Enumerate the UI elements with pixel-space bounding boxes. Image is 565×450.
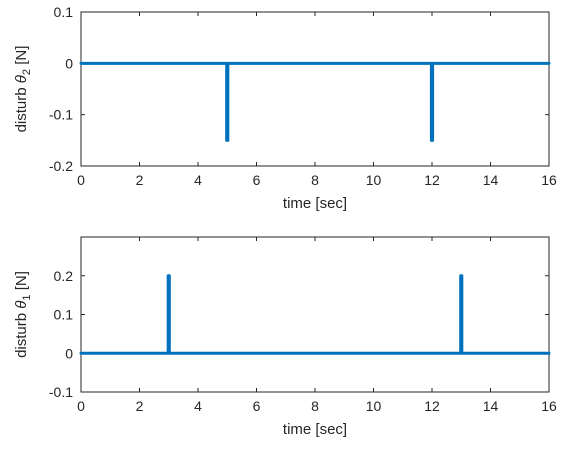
x-tick-label: 0 — [77, 398, 85, 414]
y-tick-label: 0.1 — [54, 307, 74, 323]
x-tick-label: 4 — [194, 398, 202, 414]
y-tick-label: -0.1 — [49, 107, 73, 123]
x-tick-label: 8 — [311, 172, 319, 188]
y-tick-label: -0.2 — [49, 158, 73, 174]
x-tick-label: 12 — [424, 172, 440, 188]
x-tick-label: 0 — [77, 172, 85, 188]
x-tick-label: 14 — [483, 398, 499, 414]
x-tick-label: 10 — [366, 172, 382, 188]
x-tick-label: 10 — [366, 398, 382, 414]
y-tick-label: 0 — [65, 345, 73, 361]
x-tick-label: 2 — [136, 398, 144, 414]
y-axis-label: disturb θ2 [N] — [13, 46, 33, 133]
x-tick-label: 6 — [253, 398, 261, 414]
y-tick-label: 0 — [65, 55, 73, 71]
plot-area — [80, 11, 550, 167]
y-tick-label: 0.2 — [54, 268, 74, 284]
x-tick-label: 8 — [311, 398, 319, 414]
x-tick-label: 16 — [541, 172, 557, 188]
subplot-disturb-theta2: 0 2 4 6 8 10 12 14 16 -0.2 -0.1 0 0.1 time [sec] distu… — [13, 4, 557, 212]
plot-area — [80, 236, 550, 393]
series-line — [79, 61, 551, 142]
x-axis-label: time [sec] — [283, 195, 347, 212]
y-tick-label: -0.1 — [49, 384, 73, 400]
x-tick-label: 16 — [541, 398, 557, 414]
y-axis-label: disturb θ1 [N] — [13, 271, 33, 358]
x-tick-label: 12 — [424, 398, 440, 414]
x-axis-label: time [sec] — [283, 421, 347, 438]
x-tick-label: 4 — [194, 172, 202, 188]
x-tick-label: 6 — [253, 172, 261, 188]
x-tick-label: 2 — [136, 172, 144, 188]
y-tick-label: 0.1 — [54, 4, 74, 20]
series-line — [79, 274, 551, 355]
x-tick-label: 14 — [483, 172, 499, 188]
